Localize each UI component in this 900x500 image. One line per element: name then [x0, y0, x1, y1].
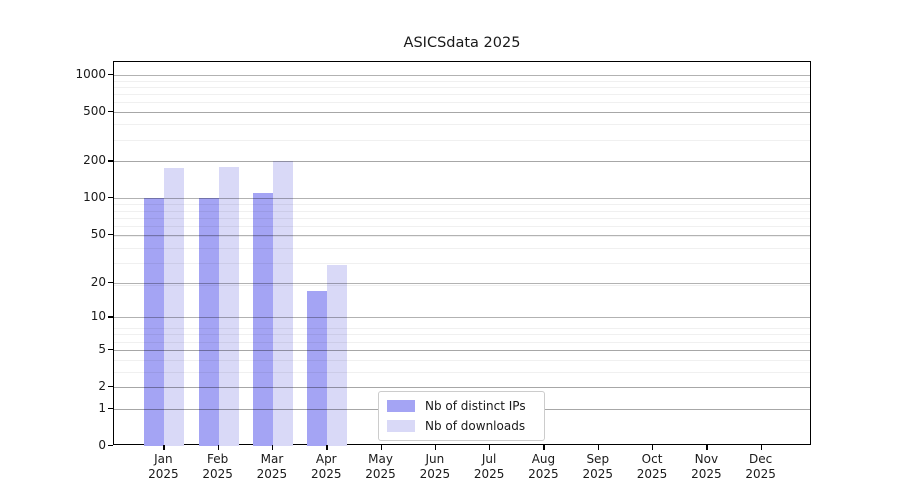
bar-downloads-mar: [272, 161, 293, 446]
x-tick-label: Jun 2025: [419, 452, 451, 481]
x-tick-label: May 2025: [365, 452, 396, 481]
gridline-minor: [114, 217, 810, 219]
legend-swatch-downloads: [387, 420, 415, 432]
gridline-minor: [114, 247, 810, 249]
x-tick-label: Feb 2025: [202, 452, 233, 481]
bar-distinct-ips-feb: [198, 198, 219, 446]
gridline-minor: [114, 349, 810, 351]
y-tick-mark: [108, 73, 113, 76]
gridline-major: [114, 198, 810, 200]
x-tick-mark: [163, 445, 165, 450]
legend-label-distinct-ips: Nb of distinct IPs: [425, 399, 526, 413]
x-tick-label: Jan 2025: [148, 452, 179, 481]
gridline-minor: [114, 341, 810, 343]
y-tick-mark: [108, 316, 113, 318]
y-tick-label: 1: [98, 400, 106, 415]
x-tick-label: Oct 2025: [636, 452, 668, 481]
x-tick-mark: [380, 445, 382, 450]
y-tick-mark: [108, 281, 113, 283]
gridline-major: [114, 317, 810, 319]
y-tick-mark: [108, 386, 113, 388]
x-tick-mark: [326, 445, 328, 450]
x-tick-label: Sep 2025: [582, 452, 614, 481]
legend-label-downloads: Nb of downloads: [425, 419, 526, 433]
gridline-minor: [114, 112, 810, 114]
gridline-minor: [114, 359, 810, 361]
gridline-minor: [114, 80, 810, 82]
y-tick-label: 200: [83, 153, 106, 168]
gridline-minor: [114, 161, 810, 163]
legend-swatch-distinct-ips: [387, 400, 415, 412]
gridline-minor: [114, 210, 810, 212]
y-tick-mark: [108, 111, 113, 113]
gridline-minor: [114, 124, 810, 126]
gridline-minor: [114, 263, 810, 265]
y-tick-mark: [108, 348, 113, 351]
y-tick-label: 0: [98, 438, 106, 452]
gridline-minor: [114, 87, 810, 89]
gridline-major: [114, 74, 810, 76]
chart-title: ASICSdata 2025: [403, 35, 521, 51]
x-tick-label: Jul 2025: [473, 452, 505, 481]
y-tick-label: 10: [90, 309, 106, 324]
x-tick-mark: [271, 445, 274, 450]
gridline-major: [114, 387, 810, 388]
gridline-minor: [114, 371, 810, 373]
legend-entry-downloads: Nb of downloads: [387, 418, 536, 434]
y-tick-mark: [108, 407, 113, 410]
y-tick-mark: [108, 445, 113, 447]
gridline-minor: [114, 226, 810, 228]
gridline-major: [114, 349, 810, 351]
y-tick-label: 500: [83, 104, 106, 119]
gridline-minor: [114, 328, 810, 329]
gridline-minor: [114, 204, 810, 206]
gridline-major: [114, 161, 810, 163]
plot-area: [113, 61, 811, 446]
gridline-major: [114, 112, 810, 114]
y-tick-label: 5: [98, 341, 106, 356]
gridline-major: [114, 234, 810, 236]
x-tick-mark: [489, 445, 491, 450]
bar-downloads-feb: [218, 166, 239, 446]
x-tick-label: Dec 2025: [745, 452, 776, 481]
y-tick-label: 1000: [75, 66, 106, 81]
y-tick-label: 50: [90, 226, 106, 241]
gridline-minor: [114, 235, 810, 237]
x-tick-mark: [543, 445, 545, 450]
gridline-minor: [114, 285, 810, 287]
gridline-major: [114, 282, 810, 284]
x-tick-mark: [434, 445, 437, 450]
gridline-minor: [114, 102, 810, 104]
x-tick-label: Apr 2025: [310, 452, 342, 481]
y-tick-label: 100: [83, 190, 106, 205]
x-tick-mark: [706, 445, 708, 450]
legend: Nb of distinct IPs Nb of downloads: [378, 391, 545, 441]
gridline-minor: [114, 94, 810, 96]
y-tick-mark: [108, 233, 113, 236]
x-tick-label: Nov 2025: [691, 452, 722, 481]
x-tick-mark: [652, 445, 654, 450]
gridline-minor: [114, 334, 810, 336]
gridline-minor: [114, 387, 810, 388]
x-tick-label: Mar 2025: [256, 452, 288, 481]
y-tick-label: 2: [98, 379, 106, 393]
y-tick-mark: [108, 197, 113, 199]
legend-entry-distinct-ips: Nb of distinct IPs: [387, 398, 536, 414]
x-tick-mark: [760, 445, 762, 450]
bar-distinct-ips-mar: [252, 193, 273, 446]
x-tick-mark: [217, 445, 219, 450]
x-tick-label: Aug 2025: [528, 452, 559, 481]
bar-distinct-ips-jan: [144, 198, 165, 446]
y-tick-mark: [108, 160, 113, 162]
bar-downloads-jan: [164, 168, 185, 446]
bar-distinct-ips-apr: [307, 290, 328, 446]
y-tick-label: 20: [90, 274, 106, 289]
gridline-minor: [114, 139, 810, 141]
bar-downloads-apr: [327, 265, 348, 446]
x-tick-mark: [597, 445, 600, 450]
